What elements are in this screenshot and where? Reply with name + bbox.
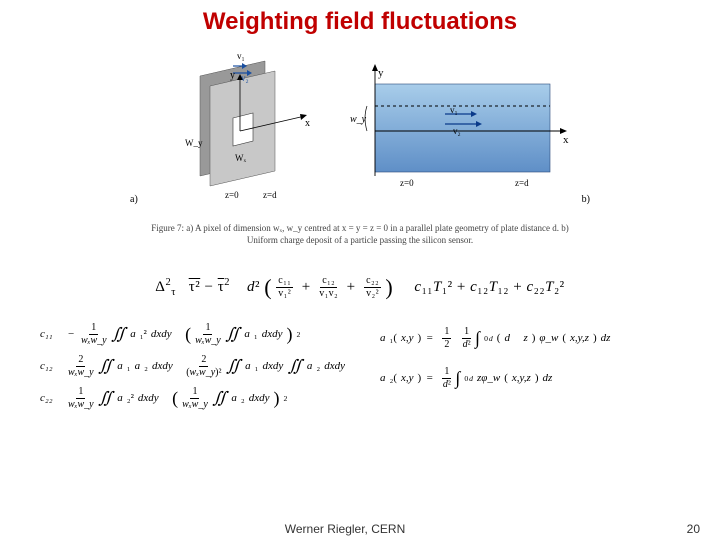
svg-text:v₂: v₂ — [453, 126, 461, 136]
a1-row: a₁(x,y) = 12 1d² ∫0d (d z)φ_w(x,y,z)dz — [380, 321, 680, 355]
svg-text:z=0: z=0 — [225, 190, 239, 200]
caption-line-2: Uniform charge deposit of a particle pas… — [247, 235, 473, 245]
svg-text:y: y — [378, 67, 384, 79]
a2-row: a₂(x,y) = 1d² ∫0d zφ_w(x,y,z)dz — [380, 361, 680, 395]
author-text: Werner Riegler, CERN — [285, 522, 405, 536]
equation-grid: c₁₁ − 1wₓw_y ∬a₁²dxdy ( 1wₓw_y ∬a₁dxdy )… — [0, 321, 720, 417]
figure-caption: Figure 7: a) A pixel of dimension wₓ, w_… — [0, 223, 720, 246]
c22-label: c₂₂ — [40, 392, 68, 404]
c-equations: c₁₁ − 1wₓw_y ∬a₁²dxdy ( 1wₓw_y ∬a₁dxdy )… — [40, 321, 370, 417]
page-number: 20 — [687, 522, 700, 536]
svg-text:y: y — [230, 70, 235, 81]
figure-a-svg: W_y Wₓ v₁ v₂ x y z=0 z=d — [145, 46, 315, 206]
caption-line-1: Figure 7: a) A pixel of dimension wₓ, w_… — [151, 223, 568, 233]
svg-text:x: x — [305, 118, 310, 129]
figure-row: W_y Wₓ v₁ v₂ x y z=0 z=d a) — [0, 46, 720, 211]
svg-text:z=d: z=d — [515, 178, 529, 188]
frac-c11-num: c₁₁ — [276, 276, 293, 288]
svg-text:z=0: z=0 — [400, 178, 414, 188]
c22-row: c₂₂ 1wₓw_y ∬a₂²dxdy ( 1wₓw_y ∬a₂dxdy )2 — [40, 385, 370, 411]
c11-row: c₁₁ − 1wₓw_y ∬a₁²dxdy ( 1wₓw_y ∬a₁dxdy )… — [40, 321, 370, 347]
svg-text:v₂: v₂ — [241, 73, 249, 83]
frac-c12-den: v₁v₂ — [319, 288, 338, 299]
c12-label: c₁₂ — [40, 360, 68, 372]
frac-c22-num: c₂₂ — [364, 276, 381, 288]
figure-a-label: a) — [130, 194, 138, 205]
figure-a: W_y Wₓ v₁ v₂ x y z=0 z=d a) — [145, 46, 315, 211]
figure-b-svg: w_y y x v₁ v₂ z=0 z=d — [345, 46, 575, 206]
svg-text:Wₓ: Wₓ — [235, 153, 246, 163]
c11-label: c₁₁ — [40, 328, 68, 340]
frac-c11-den: v₁² — [278, 288, 291, 299]
svg-text:w_y: w_y — [350, 114, 367, 125]
figure-b: w_y y x v₁ v₂ z=0 z=d b) — [345, 46, 575, 211]
slide-title: Weighting field fluctuations — [0, 8, 720, 36]
c12-row: c₁₂ 2wₓw_y ∬a₁a₂dxdy 2(wₓw_y)² ∬a₁dxdy ∬… — [40, 353, 370, 379]
frac-c22-den: v₂² — [366, 288, 379, 299]
footer: Werner Riegler, CERN 20 — [0, 522, 720, 536]
svg-text:v₁: v₁ — [450, 105, 458, 115]
svg-text:W_y: W_y — [185, 138, 203, 148]
svg-text:x: x — [563, 134, 569, 146]
a-equations: a₁(x,y) = 12 1d² ∫0d (d z)φ_w(x,y,z)dz a… — [370, 321, 680, 417]
svg-text:z=d: z=d — [263, 190, 277, 200]
main-equation: Δ2τ τ² − τ2 d² ( c₁₁v₁² + c₁₂v₁v₂ + c₂₂v… — [0, 276, 720, 299]
svg-text:v₁: v₁ — [237, 51, 245, 61]
frac-c12-num: c₁₂ — [320, 276, 337, 288]
figure-b-label: b) — [582, 194, 590, 205]
